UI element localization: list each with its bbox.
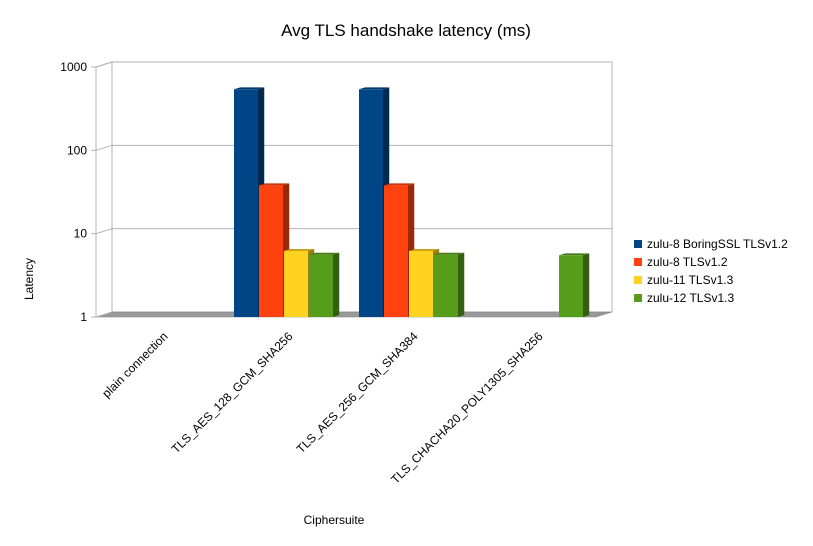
legend-swatch xyxy=(634,276,642,284)
bar-top xyxy=(234,87,265,90)
grid-line xyxy=(95,61,612,68)
bar-side xyxy=(458,252,465,317)
grid-lines xyxy=(95,61,612,235)
x-tick-label: TLS_AES_128_GCM_SHA256 xyxy=(169,329,296,456)
bar-top xyxy=(559,253,590,256)
legend-item: zulu-8 TLSv1.2 xyxy=(634,255,728,269)
legend-item: zulu-12 TLSv1.3 xyxy=(634,291,734,305)
bar xyxy=(309,252,340,317)
x-axis-labels: plain connectionTLS_AES_128_GCM_SHA256TL… xyxy=(99,329,545,487)
chart-title: Avg TLS handshake latency (ms) xyxy=(281,21,531,40)
x-tick-label: TLS_AES_256_GCM_SHA384 xyxy=(294,329,421,456)
y-tick-label: 100 xyxy=(67,143,87,157)
bar-top xyxy=(384,183,415,186)
y-tick-label: 10 xyxy=(74,227,88,241)
legend-item: zulu-11 TLSv1.3 xyxy=(634,273,734,287)
legend-label: zulu-8 BoringSSL TLSv1.2 xyxy=(647,237,788,251)
side-wall xyxy=(95,61,113,318)
floor xyxy=(95,311,613,318)
y-axis-title: Latency xyxy=(22,258,36,300)
plot-area xyxy=(95,61,613,318)
bar-front xyxy=(234,89,258,317)
bar-top xyxy=(284,249,315,251)
bar-top xyxy=(434,252,465,255)
grid-line xyxy=(95,228,612,235)
legend-swatch xyxy=(634,294,642,302)
legend-item: zulu-8 BoringSSL TLSv1.2 xyxy=(634,237,788,251)
legend-label: zulu-8 TLSv1.2 xyxy=(647,255,728,269)
grid-line xyxy=(95,144,612,151)
y-tick-label: 1 xyxy=(80,310,87,324)
bar-top xyxy=(309,252,340,255)
legend-swatch xyxy=(634,240,642,248)
bar-front xyxy=(359,89,383,317)
bar-side xyxy=(583,253,590,317)
bar-side xyxy=(333,252,340,317)
legend-label: zulu-12 TLSv1.3 xyxy=(647,291,734,305)
bar xyxy=(559,253,590,317)
bar xyxy=(434,252,465,317)
x-tick-label: plain connection xyxy=(99,329,170,400)
bar-front xyxy=(284,250,308,317)
x-axis-title: Ciphersuite xyxy=(304,513,365,527)
legend: zulu-8 BoringSSL TLSv1.2 zulu-8 TLSv1.2 zu… xyxy=(634,237,788,305)
bar-front xyxy=(259,185,283,317)
bars xyxy=(234,87,590,317)
bar-top xyxy=(409,249,440,251)
bar-top xyxy=(359,87,390,90)
y-tick-label: 1000 xyxy=(60,60,87,74)
bar-front xyxy=(384,185,408,317)
bar-front xyxy=(409,250,433,317)
x-tick-label: TLS_CHACHA20_POLY1305_SHA256 xyxy=(388,329,546,487)
y-axis-ticks: 1 10 100 1000 xyxy=(60,60,96,324)
legend-label: zulu-11 TLSv1.3 xyxy=(647,273,734,287)
bar-front xyxy=(309,254,333,317)
bar-top xyxy=(259,183,290,186)
legend-swatch xyxy=(634,258,642,266)
bar-front xyxy=(434,254,458,317)
bar-front xyxy=(559,255,583,317)
